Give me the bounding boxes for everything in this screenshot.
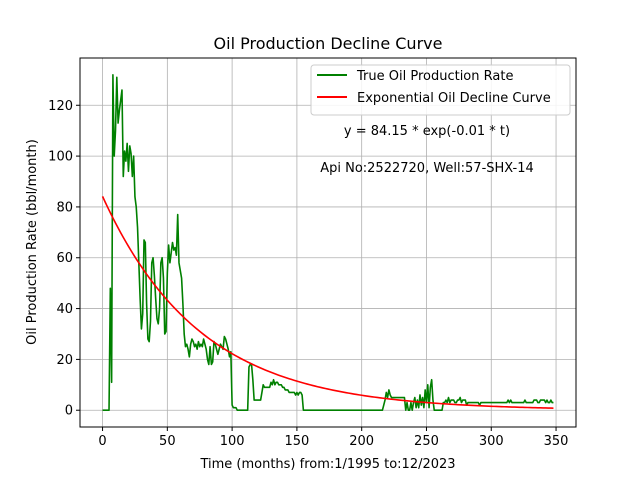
series-line-true-rate bbox=[102, 73, 554, 412]
x-tick-label: 50 bbox=[159, 434, 176, 449]
x-tick-label: 350 bbox=[544, 434, 569, 449]
y-tick-label: 20 bbox=[56, 353, 73, 368]
y-tick-label: 100 bbox=[48, 150, 73, 165]
ticks: 0 50 100 150 200 250 300 350 0 20 40 60 80 100 120 bbox=[48, 99, 568, 449]
series-layer bbox=[101, 73, 554, 412]
y-tick-label: 60 bbox=[56, 251, 73, 266]
equation-annotation: y = 84.15 * exp(-0.01 * t) bbox=[344, 124, 510, 139]
series-line-decline-curve bbox=[101, 196, 554, 409]
y-tick-label: 40 bbox=[56, 302, 73, 317]
x-tick-label: 300 bbox=[479, 434, 504, 449]
x-tick-label: 0 bbox=[98, 434, 106, 449]
legend: True Oil Production Rate Exponential Oil… bbox=[310, 64, 571, 116]
x-tick-label: 100 bbox=[220, 434, 245, 449]
chart-title: Oil Production Decline Curve bbox=[214, 34, 443, 53]
plot-frame bbox=[79, 57, 577, 428]
x-axis-label: Time (months) from:1/1995 to:12/2023 bbox=[199, 457, 455, 472]
x-tick-label: 150 bbox=[284, 434, 309, 449]
x-tick-label: 250 bbox=[414, 434, 439, 449]
y-tick-label: 0 bbox=[65, 404, 73, 419]
legend-label-decline-curve: Exponential Oil Decline Curve bbox=[357, 91, 551, 106]
y-tick-label: 120 bbox=[48, 99, 73, 114]
y-tick-label: 80 bbox=[56, 200, 73, 215]
legend-box bbox=[310, 64, 571, 116]
well-annotation: Api No:2522720, Well:57-SHX-14 bbox=[320, 161, 534, 176]
x-tick-label: 200 bbox=[349, 434, 374, 449]
legend-label-true-rate: True Oil Production Rate bbox=[356, 69, 513, 84]
y-axis-label: Oil Production Rate (bbl/month) bbox=[25, 139, 40, 345]
